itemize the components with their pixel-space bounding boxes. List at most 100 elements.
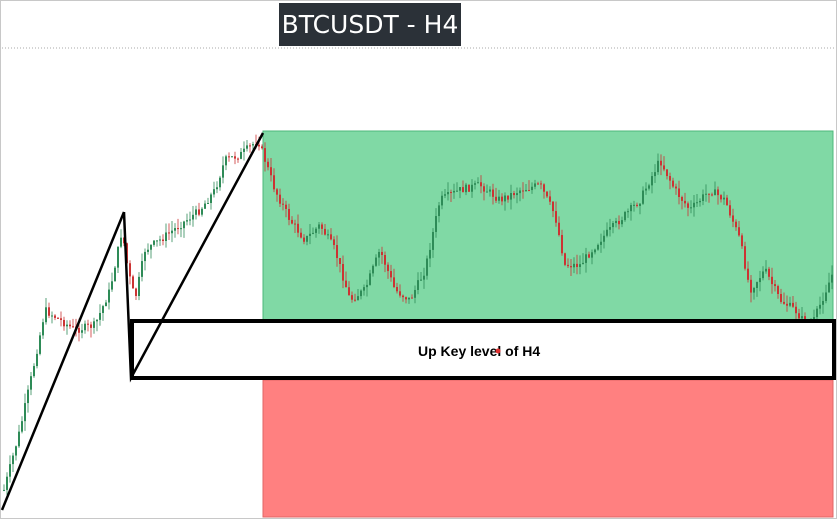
candle-body: [666, 169, 668, 177]
candle-body: [621, 220, 623, 225]
chart-title: BTCUSDT - H4: [279, 3, 461, 46]
candle-body: [741, 235, 743, 247]
candle-body: [102, 306, 104, 313]
candle-body: [615, 220, 617, 224]
candle-body: [393, 277, 395, 288]
candle-body: [663, 165, 665, 170]
candle-body: [54, 315, 56, 318]
candle-body: [612, 223, 614, 228]
candle-body: [444, 194, 446, 196]
candle-body: [3, 489, 5, 491]
candle-body: [231, 156, 233, 158]
candle-body: [378, 251, 380, 258]
candle-body: [327, 234, 329, 236]
candle-body: [465, 184, 467, 193]
key-level-box: [130, 319, 836, 380]
candle-body: [309, 233, 311, 236]
candle-body: [195, 209, 197, 215]
candle-body: [303, 237, 305, 242]
candle-body: [261, 146, 263, 149]
candle-body: [819, 304, 821, 309]
candle-body: [264, 148, 266, 162]
candle-body: [507, 195, 509, 200]
candle-body: [480, 182, 482, 187]
candle-body: [495, 196, 497, 201]
candle-body: [84, 323, 86, 331]
candle-body: [639, 203, 641, 206]
candle-body: [699, 200, 701, 203]
candle-body: [747, 268, 749, 280]
candle-body: [411, 297, 413, 299]
candles-group: [3, 134, 833, 495]
candle-body: [756, 282, 758, 288]
candle-body: [831, 274, 833, 283]
candle-body: [339, 258, 341, 265]
candle-body: [711, 194, 713, 196]
candle-body: [705, 193, 707, 195]
candle-body: [684, 200, 686, 204]
candle-body: [771, 276, 773, 285]
candle-body: [660, 160, 662, 166]
candle-body: [153, 240, 155, 245]
candle-body: [267, 161, 269, 168]
candle-body: [687, 203, 689, 208]
candle-body: [459, 187, 461, 191]
candle-body: [462, 187, 464, 193]
candle-body: [171, 230, 173, 234]
candle-body: [738, 227, 740, 236]
candle-body: [453, 190, 455, 193]
candle-body: [21, 421, 23, 432]
candle-body: [324, 228, 326, 235]
candle-body: [165, 232, 167, 241]
candle-body: [246, 145, 248, 149]
candle-body: [597, 244, 599, 250]
candle-body: [450, 192, 452, 194]
candle-body: [501, 196, 503, 202]
candle-body: [72, 326, 74, 328]
candle-body: [657, 160, 659, 173]
candle-body: [126, 243, 128, 264]
candle-body: [690, 207, 692, 209]
candle-body: [198, 209, 200, 215]
candle-body: [693, 202, 695, 208]
candle-body: [387, 264, 389, 272]
candle-body: [828, 282, 830, 293]
candle-body: [759, 278, 761, 283]
candle-body: [498, 196, 500, 201]
candle-body: [531, 186, 533, 191]
candle-body: [276, 189, 278, 195]
candle-body: [177, 228, 179, 230]
candle-body: [774, 284, 776, 287]
candle-body: [792, 302, 794, 307]
candle-body: [45, 307, 47, 323]
candle-body: [753, 287, 755, 293]
candle-body: [210, 194, 212, 204]
candle-body: [405, 297, 407, 300]
candle-body: [414, 289, 416, 298]
candle-body: [12, 455, 14, 465]
candle-body: [228, 156, 230, 158]
candle-body: [564, 253, 566, 265]
candle-body: [297, 223, 299, 233]
candle-body: [723, 197, 725, 200]
candle-body: [420, 279, 422, 281]
candle-body: [600, 241, 602, 245]
candle-body: [780, 293, 782, 302]
candle-body: [651, 176, 653, 186]
candle-body: [702, 194, 704, 201]
candle-body: [606, 229, 608, 236]
candle-body: [69, 324, 71, 327]
candle-body: [36, 353, 38, 367]
candle-body: [33, 366, 35, 377]
candle-body: [219, 177, 221, 188]
candle-body: [675, 186, 677, 189]
candle-body: [144, 251, 146, 262]
candle-body: [348, 287, 350, 296]
candle-body: [354, 299, 356, 301]
candle-body: [333, 239, 335, 246]
candle-body: [786, 303, 788, 306]
candle-body: [141, 261, 143, 277]
candle-body: [213, 189, 215, 195]
candle-body: [291, 219, 293, 224]
candle-body: [714, 189, 716, 196]
